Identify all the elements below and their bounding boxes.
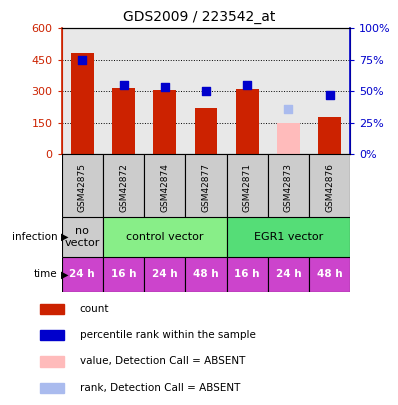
Text: rank, Detection Call = ABSENT: rank, Detection Call = ABSENT: [80, 383, 240, 393]
Text: GSM42872: GSM42872: [119, 163, 128, 212]
Bar: [62, 257, 103, 292]
Text: 24 h: 24 h: [152, 269, 178, 279]
Text: GSM42874: GSM42874: [160, 163, 169, 212]
Point: [285, 105, 292, 112]
Point: [244, 82, 250, 88]
Bar: [185, 257, 226, 292]
Point: [120, 82, 127, 88]
Bar: [236, 89, 259, 154]
Text: value, Detection Call = ABSENT: value, Detection Call = ABSENT: [80, 356, 245, 367]
Text: control vector: control vector: [126, 232, 203, 242]
Bar: [40, 304, 64, 314]
Bar: [277, 123, 300, 154]
Text: infection: infection: [12, 232, 58, 242]
Point: [326, 92, 333, 98]
Point: [162, 84, 168, 91]
Text: GDS2009 / 223542_at: GDS2009 / 223542_at: [123, 10, 275, 24]
Text: 16 h: 16 h: [234, 269, 260, 279]
Text: no
vector: no vector: [64, 226, 100, 248]
Text: GSM42875: GSM42875: [78, 163, 87, 212]
Bar: [71, 53, 94, 154]
Bar: [195, 108, 217, 154]
Text: 48 h: 48 h: [317, 269, 342, 279]
Text: time: time: [34, 269, 58, 279]
Bar: [40, 330, 64, 340]
Text: GSM42873: GSM42873: [284, 163, 293, 212]
Bar: [309, 154, 350, 217]
Text: count: count: [80, 304, 109, 314]
Bar: [103, 154, 144, 217]
Bar: [40, 383, 64, 393]
Bar: [103, 257, 144, 292]
Bar: [226, 217, 350, 257]
Bar: [309, 257, 350, 292]
Bar: [62, 154, 103, 217]
Bar: [318, 117, 341, 154]
Bar: [153, 90, 176, 154]
Text: GSM42877: GSM42877: [201, 163, 211, 212]
Text: EGR1 vector: EGR1 vector: [254, 232, 323, 242]
Bar: [112, 88, 135, 154]
Text: 24 h: 24 h: [70, 269, 95, 279]
Text: 24 h: 24 h: [275, 269, 301, 279]
Text: 16 h: 16 h: [111, 269, 136, 279]
Bar: [185, 154, 226, 217]
Bar: [268, 154, 309, 217]
Bar: [226, 257, 268, 292]
Bar: [144, 257, 185, 292]
Text: GSM42876: GSM42876: [325, 163, 334, 212]
Bar: [144, 154, 185, 217]
Bar: [268, 257, 309, 292]
Text: ▶: ▶: [61, 232, 68, 242]
Text: ▶: ▶: [61, 269, 68, 279]
Bar: [40, 356, 64, 367]
Text: percentile rank within the sample: percentile rank within the sample: [80, 330, 256, 340]
Point: [79, 57, 86, 63]
Bar: [103, 217, 226, 257]
Text: GSM42871: GSM42871: [243, 163, 252, 212]
Bar: [226, 154, 268, 217]
Point: [203, 88, 209, 94]
Text: 48 h: 48 h: [193, 269, 219, 279]
Bar: [62, 217, 103, 257]
